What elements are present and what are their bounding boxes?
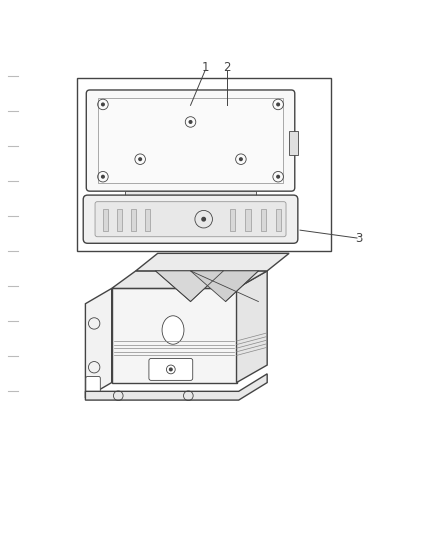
- Circle shape: [102, 175, 104, 178]
- Bar: [77, 78, 331, 251]
- Circle shape: [240, 158, 242, 160]
- FancyBboxPatch shape: [95, 201, 286, 237]
- Bar: [117, 209, 122, 231]
- Polygon shape: [191, 271, 258, 302]
- Bar: [125, 191, 256, 201]
- Polygon shape: [112, 288, 237, 383]
- Polygon shape: [237, 271, 267, 383]
- Bar: [145, 209, 150, 231]
- Bar: [230, 209, 235, 231]
- Circle shape: [277, 103, 279, 106]
- Polygon shape: [85, 288, 112, 398]
- Bar: [131, 209, 136, 231]
- Circle shape: [170, 368, 172, 371]
- Bar: [245, 209, 251, 231]
- Circle shape: [189, 120, 192, 123]
- FancyBboxPatch shape: [86, 90, 295, 191]
- Bar: [103, 209, 108, 231]
- FancyBboxPatch shape: [83, 195, 298, 243]
- Polygon shape: [136, 253, 289, 271]
- Text: 3: 3: [356, 231, 363, 245]
- Polygon shape: [155, 271, 223, 302]
- Polygon shape: [85, 374, 267, 400]
- Bar: [276, 209, 281, 231]
- Circle shape: [277, 175, 279, 178]
- Circle shape: [202, 217, 205, 221]
- Ellipse shape: [162, 316, 184, 344]
- Bar: [261, 209, 266, 231]
- FancyBboxPatch shape: [98, 98, 283, 183]
- Circle shape: [139, 158, 141, 160]
- FancyBboxPatch shape: [149, 359, 193, 381]
- Circle shape: [102, 103, 104, 106]
- Text: 2: 2: [223, 61, 231, 74]
- Polygon shape: [112, 271, 267, 288]
- FancyBboxPatch shape: [86, 376, 100, 393]
- Bar: [289, 131, 298, 155]
- Text: 1: 1: [201, 61, 209, 74]
